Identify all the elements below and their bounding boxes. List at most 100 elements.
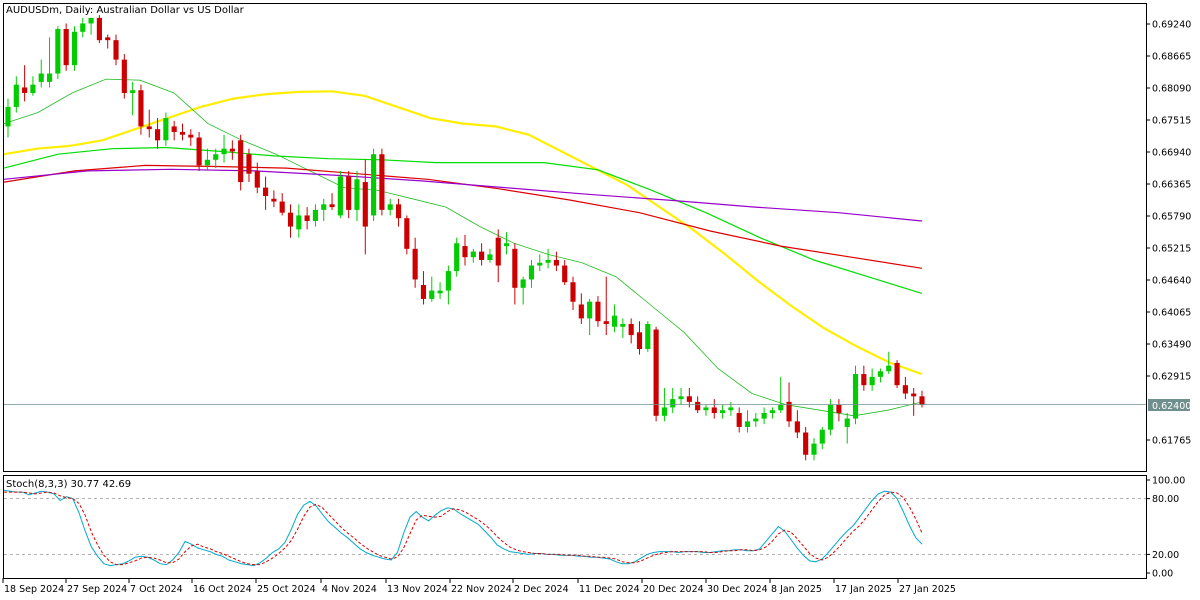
stoch-main-line: [3, 489, 923, 567]
candle: [304, 207, 310, 230]
candle-body: [819, 429, 825, 444]
price-axis-label: 0.66940: [1152, 148, 1191, 159]
candle-body: [562, 265, 568, 283]
candle-body: [620, 323, 626, 327]
candle-body: [877, 371, 884, 377]
candle-body: [528, 265, 535, 280]
date-axis-label: 27 Sep 2024: [67, 584, 127, 595]
candle-body: [894, 362, 900, 386]
date-axis-label: 22 Nov 2024: [451, 584, 512, 595]
candle-body: [869, 376, 875, 386]
candle-body: [769, 410, 776, 414]
stoch-signal-line: [4, 491, 923, 566]
candle: [287, 204, 294, 238]
candle: [553, 251, 559, 272]
candle: [628, 318, 634, 344]
candle-body: [537, 262, 543, 266]
candle: [753, 413, 759, 427]
price-axis-label: 0.65790: [1152, 212, 1191, 223]
candle-body: [653, 329, 659, 416]
candle-body: [312, 209, 319, 222]
candle: [113, 34, 119, 66]
candle: [420, 271, 427, 305]
candle: [296, 204, 302, 238]
candle-body: [520, 279, 526, 288]
candle: [861, 365, 867, 391]
candle-body: [30, 84, 36, 94]
price-axis-label: 0.63490: [1152, 340, 1191, 351]
candle: [545, 248, 551, 269]
candle-body: [263, 187, 269, 196]
candle-body: [462, 246, 468, 258]
stoch-panel-frame: [3, 475, 1147, 579]
stoch-axis-label: 20.00: [1152, 550, 1179, 561]
candle-body: [861, 374, 867, 386]
date-axis-label: 18 Sep 2024: [4, 584, 64, 595]
candle-body: [420, 285, 427, 299]
candle: [96, 15, 102, 43]
candle-body: [578, 304, 584, 319]
candle: [470, 248, 476, 263]
candle: [179, 123, 186, 141]
candle-body: [238, 140, 244, 183]
candle: [221, 134, 227, 163]
candle-body: [171, 126, 177, 132]
candle: [537, 254, 543, 272]
candle: [503, 232, 510, 255]
candle-body: [329, 204, 335, 208]
candle: [437, 282, 443, 299]
candle-body: [204, 159, 210, 166]
candle-body: [395, 204, 402, 219]
candle: [38, 59, 44, 88]
date-axis-label: 11 Dec 2024: [579, 584, 640, 595]
date-axis-label: 17 Jan 2025: [835, 584, 892, 595]
date-axis-label: 7 Oct 2024: [130, 584, 183, 595]
stoch-axis-label: 80.00: [1152, 494, 1179, 505]
candle: [321, 198, 327, 222]
candle: [88, 17, 94, 35]
candle: [670, 387, 676, 414]
candle: [387, 198, 393, 216]
candle: [653, 326, 659, 422]
candle: [495, 229, 501, 283]
moving-average-line-2: [3, 78, 923, 417]
candle-body: [803, 432, 809, 455]
candle: [720, 404, 726, 419]
candle-body: [778, 404, 784, 411]
price-axis-label: 0.64640: [1152, 276, 1191, 287]
candle: [371, 148, 377, 222]
candle-body: [113, 40, 119, 60]
candle: [404, 215, 410, 255]
candle-body: [587, 301, 593, 319]
candle: [13, 76, 19, 113]
candle-body: [595, 301, 601, 322]
candle: [312, 204, 319, 227]
candle-body: [254, 170, 260, 188]
candle: [778, 376, 784, 414]
moving-average-line-1: [3, 90, 923, 376]
date-axis-label: 13 Nov 2024: [387, 584, 448, 595]
candle: [636, 321, 643, 355]
candle-body: [545, 259, 551, 263]
candle-body: [88, 17, 94, 24]
candle-body: [761, 413, 767, 419]
candle: [22, 65, 28, 102]
candle: [229, 140, 235, 160]
date-axis-label: 8 Jan 2025: [771, 584, 822, 595]
candle: [213, 148, 219, 169]
date-axis: 18 Sep 2024 27 Sep 2024 7 Oct 2024 16 Oct 2…: [2, 578, 956, 595]
candle-body: [188, 134, 194, 138]
chart-symbol-label: AUDUSDm, Daily: Australian Dollar vs US …: [6, 5, 245, 16]
candle-body: [5, 106, 11, 127]
candle-body: [495, 237, 501, 266]
candle: [562, 259, 568, 286]
candle: [130, 81, 136, 116]
candle: [886, 351, 892, 375]
candle-body: [279, 201, 285, 213]
candle-body: [154, 129, 161, 141]
candle-body: [287, 212, 294, 227]
candle: [528, 259, 535, 288]
candle-body: [437, 290, 443, 294]
candle-body: [919, 396, 925, 405]
candle-body: [371, 154, 377, 216]
